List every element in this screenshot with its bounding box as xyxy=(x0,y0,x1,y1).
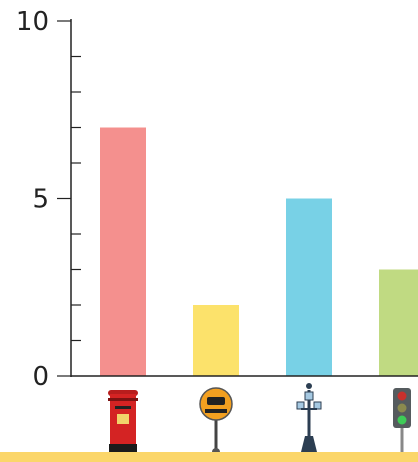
bus-stop-sign-icon xyxy=(199,387,233,456)
y-axis xyxy=(57,19,418,377)
y-tick-labels: 0 5 10 xyxy=(16,7,49,392)
footer-band xyxy=(0,452,418,462)
bars xyxy=(100,127,418,376)
y-tick-label-10: 10 xyxy=(16,7,49,37)
bar-traffic-light xyxy=(379,269,418,376)
bar-street-lamp xyxy=(286,198,332,376)
bar-bus-stop xyxy=(193,305,239,376)
post-box-icon xyxy=(108,390,138,453)
street-lamp-icon xyxy=(296,383,322,452)
bar-post-box xyxy=(100,127,146,376)
y-tick-label-0: 0 xyxy=(32,362,49,392)
y-tick-label-5: 5 xyxy=(32,185,49,215)
category-icons xyxy=(108,383,411,456)
traffic-light-icon xyxy=(393,388,411,452)
